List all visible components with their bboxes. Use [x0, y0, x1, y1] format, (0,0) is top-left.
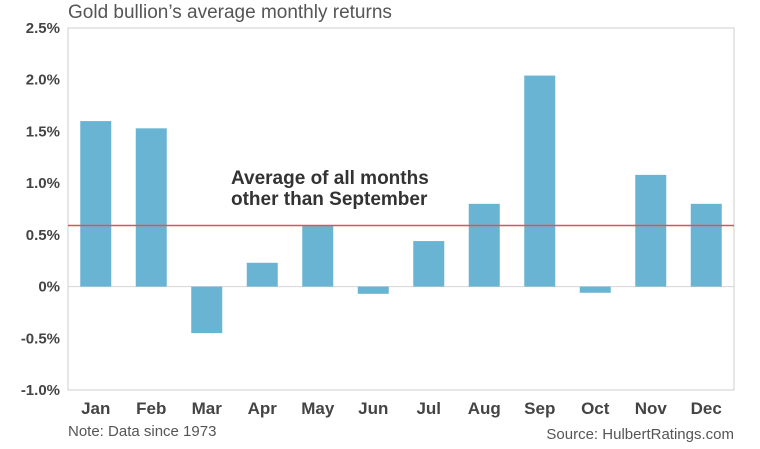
bar-mar — [191, 286, 223, 334]
bar-oct — [579, 286, 611, 293]
x-tick-label-nov: Nov — [635, 399, 668, 418]
y-tick-label: -1.0% — [21, 382, 60, 399]
x-tick-label-oct: Oct — [581, 399, 610, 418]
y-tick-label: -0.5% — [21, 330, 60, 347]
source-credit: Source: HulbertRatings.com — [546, 426, 734, 443]
bar-dec — [690, 203, 722, 287]
x-tick-label-jul: Jul — [416, 399, 441, 418]
x-tick-label-sep: Sep — [524, 399, 555, 418]
data-note: Note: Data since 1973 — [68, 423, 217, 440]
bar-feb — [135, 128, 167, 287]
bar-jun — [357, 286, 389, 294]
bar-nov — [635, 174, 667, 287]
x-tick-label-may: May — [301, 399, 335, 418]
bar-jan — [80, 121, 112, 287]
x-tick-label-feb: Feb — [136, 399, 166, 418]
x-tick-label-aug: Aug — [468, 399, 501, 418]
y-tick-label: 1.5% — [26, 123, 60, 140]
bar-jul — [413, 241, 445, 287]
y-tick-label: 0.5% — [26, 227, 60, 244]
y-tick-label: 0% — [38, 279, 60, 296]
x-tick-label-mar: Mar — [192, 399, 223, 418]
bar-aug — [468, 203, 500, 287]
annotation-line-1: Average of all months — [231, 168, 429, 189]
x-tick-label-apr: Apr — [248, 399, 278, 418]
chart-title: Gold bullion’s average monthly returns — [68, 2, 392, 23]
x-tick-label-jan: Jan — [81, 399, 110, 418]
y-tick-label: 2.0% — [26, 72, 60, 89]
bar-sep — [524, 75, 556, 287]
plot-frame — [67, 27, 735, 391]
x-tick-label-jun: Jun — [358, 399, 388, 418]
bar-may — [302, 225, 334, 287]
x-tick-label-dec: Dec — [691, 399, 722, 418]
annotation-line-2: other than September — [231, 189, 428, 210]
y-tick-label: 2.5% — [26, 20, 60, 37]
bar-apr — [246, 262, 278, 287]
y-tick-label: 1.0% — [26, 175, 60, 192]
